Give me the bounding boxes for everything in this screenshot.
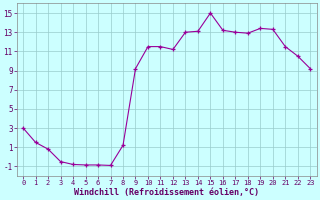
X-axis label: Windchill (Refroidissement éolien,°C): Windchill (Refroidissement éolien,°C) [74, 188, 259, 197]
